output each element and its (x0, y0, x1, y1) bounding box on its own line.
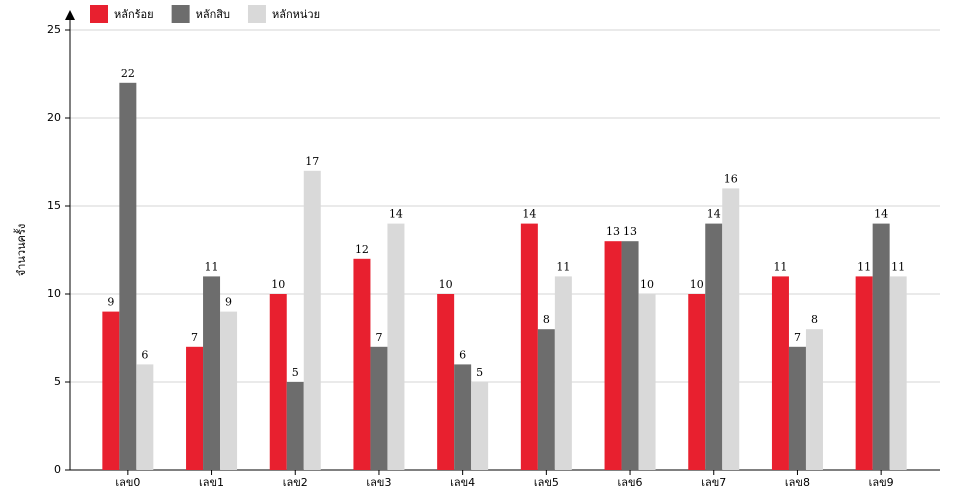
value-label: 7 (794, 331, 801, 344)
value-label: 14 (874, 208, 888, 221)
bar (303, 170, 321, 471)
value-label: 10 (439, 278, 453, 291)
bar (286, 382, 304, 470)
bar (370, 346, 388, 470)
legend-label: หลักร้อย (114, 8, 154, 21)
legend-swatch (90, 5, 108, 23)
y-tick-label: 20 (47, 111, 61, 124)
x-tick-label: เลข5 (534, 476, 559, 489)
legend-label: หลักสิบ (196, 8, 230, 21)
legend-swatch (247, 5, 266, 23)
legend-swatch (171, 5, 190, 23)
y-axis-label: จำนวนครั้ง (13, 224, 28, 276)
bar (889, 276, 907, 470)
x-tick-label: เลข9 (869, 476, 894, 489)
value-label: 13 (606, 225, 620, 238)
y-tick-label: 10 (47, 287, 61, 300)
bar (353, 258, 371, 470)
value-label: 14 (522, 208, 536, 221)
x-tick-label: เลข4 (450, 476, 475, 489)
bar (102, 311, 120, 470)
bar (136, 364, 154, 470)
value-label: 11 (205, 260, 219, 273)
x-tick-label: เลข7 (701, 476, 726, 489)
y-tick-label: 15 (47, 199, 61, 212)
bar (520, 223, 538, 470)
value-label: 9 (225, 296, 232, 309)
value-label: 10 (640, 278, 654, 291)
value-label: 8 (811, 313, 818, 326)
bar (638, 294, 656, 470)
value-label: 7 (375, 331, 382, 344)
bar (722, 188, 740, 470)
bar (186, 346, 204, 470)
legend-label: หลักหน่วย (272, 8, 320, 21)
bar (788, 346, 806, 470)
bar (855, 276, 873, 470)
value-label: 16 (724, 172, 738, 185)
value-label: 5 (292, 366, 299, 379)
y-tick-label: 0 (54, 463, 61, 476)
value-label: 8 (543, 313, 550, 326)
x-tick-label: เลข2 (283, 476, 308, 489)
bar (604, 241, 622, 470)
value-label: 14 (389, 208, 403, 221)
y-tick-label: 5 (54, 375, 61, 388)
value-label: 11 (891, 260, 905, 273)
value-label: 10 (690, 278, 704, 291)
value-label: 5 (476, 366, 483, 379)
value-label: 11 (773, 260, 787, 273)
value-label: 13 (623, 225, 637, 238)
value-label: 7 (191, 331, 198, 344)
value-label: 12 (355, 243, 369, 256)
y-axis-arrow (65, 10, 75, 20)
bar (454, 364, 472, 470)
bar (805, 329, 823, 470)
bar (220, 311, 238, 470)
value-label: 10 (271, 278, 285, 291)
bar (705, 223, 723, 470)
bar (771, 276, 789, 470)
value-label: 22 (121, 67, 135, 80)
bar (621, 241, 639, 470)
bar (471, 382, 489, 470)
x-tick-label: เลข3 (366, 476, 391, 489)
bar (872, 223, 890, 470)
bar (269, 294, 287, 470)
bar (537, 329, 555, 470)
value-label: 14 (707, 208, 721, 221)
x-tick-label: เลข1 (199, 476, 224, 489)
value-label: 9 (107, 296, 114, 309)
bar (554, 276, 572, 470)
value-label: 6 (459, 348, 466, 361)
bar (688, 294, 706, 470)
bar (119, 82, 137, 471)
x-tick-label: เลข0 (115, 476, 140, 489)
bar (387, 223, 405, 470)
value-label: 17 (305, 155, 319, 168)
x-tick-label: เลข6 (618, 476, 643, 489)
x-tick-label: เลข8 (785, 476, 810, 489)
value-label: 6 (141, 348, 148, 361)
value-label: 11 (857, 260, 871, 273)
y-tick-label: 25 (47, 23, 61, 36)
bar (203, 276, 221, 470)
bar (437, 294, 455, 470)
value-label: 11 (556, 260, 570, 273)
